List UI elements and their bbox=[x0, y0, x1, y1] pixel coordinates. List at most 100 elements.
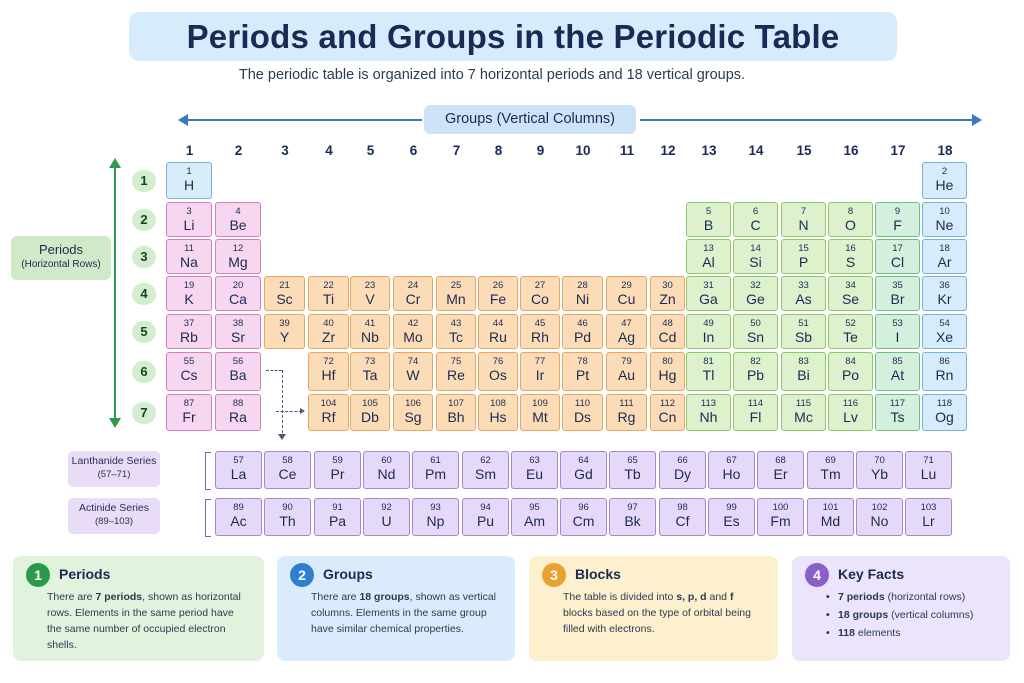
element-ra: 88 Ra bbox=[215, 394, 261, 431]
element-u: 92 U bbox=[363, 498, 410, 536]
element-cr: 24 Cr bbox=[393, 276, 433, 311]
list-item: 18 groups (vertical columns) bbox=[826, 607, 996, 623]
element-symbol: Se bbox=[841, 291, 860, 307]
element-symbol: Rn bbox=[935, 367, 954, 383]
element-rb: 37 Rb bbox=[166, 314, 212, 349]
element-symbol: Dy bbox=[673, 466, 692, 482]
atomic-number: 28 bbox=[577, 280, 588, 291]
element-la: 57 La bbox=[215, 451, 262, 489]
element-symbol: Ds bbox=[573, 409, 592, 425]
element-symbol: Pr bbox=[330, 466, 345, 482]
element-symbol: Ga bbox=[699, 291, 718, 307]
element-tl: 81 Tl bbox=[686, 352, 731, 391]
element-sc: 21 Sc bbox=[264, 276, 305, 311]
element-symbol: Cn bbox=[658, 409, 677, 425]
element-symbol: Ne bbox=[935, 217, 954, 233]
element-symbol: Hg bbox=[658, 367, 677, 383]
element-bi: 83 Bi bbox=[781, 352, 826, 391]
element-cn: 112 Cn bbox=[650, 394, 685, 431]
group-number: 17 bbox=[890, 143, 906, 158]
element-symbol: Mt bbox=[532, 409, 548, 425]
atomic-number: 94 bbox=[480, 502, 491, 513]
element-symbol: Sb bbox=[794, 329, 813, 345]
element-pb: 82 Pb bbox=[733, 352, 778, 391]
element-bk: 97 Bk bbox=[609, 498, 656, 536]
atomic-number: 61 bbox=[430, 455, 441, 466]
element-symbol: Ba bbox=[229, 367, 247, 383]
atomic-number: 27 bbox=[534, 280, 546, 291]
element-ge: 32 Ge bbox=[733, 276, 778, 311]
element-md: 101 Md bbox=[807, 498, 854, 536]
period-number: 7 bbox=[132, 402, 156, 424]
left-arrow-line bbox=[186, 119, 422, 121]
element-symbol: Sn bbox=[746, 329, 765, 345]
element-p: 15 P bbox=[781, 239, 826, 274]
series-bracket bbox=[205, 499, 211, 537]
element-symbol: Te bbox=[843, 329, 858, 345]
element-symbol: H bbox=[183, 177, 195, 193]
atomic-number: 96 bbox=[578, 502, 589, 513]
atomic-number: 71 bbox=[923, 455, 934, 466]
atomic-number: 101 bbox=[822, 502, 839, 513]
atomic-number: 83 bbox=[798, 356, 809, 367]
atomic-number: 59 bbox=[332, 455, 343, 466]
card-text: 118 bbox=[838, 627, 855, 639]
atomic-number: 92 bbox=[381, 502, 392, 513]
element-k: 19 K bbox=[166, 276, 212, 311]
element-eu: 63 Eu bbox=[511, 451, 558, 489]
atomic-number: 58 bbox=[282, 455, 293, 466]
atomic-number: 62 bbox=[480, 455, 491, 466]
atomic-number: 7 bbox=[800, 206, 807, 217]
card-number-badge: 3 bbox=[542, 563, 566, 587]
element-symbol: F bbox=[893, 217, 902, 233]
element-sm: 62 Sm bbox=[462, 451, 509, 489]
atomic-number: 78 bbox=[577, 356, 588, 367]
element-li: 3 Li bbox=[166, 202, 212, 237]
atomic-number: 24 bbox=[407, 280, 419, 291]
atomic-number: 76 bbox=[492, 356, 504, 367]
card-text: There are bbox=[47, 591, 96, 603]
atomic-number: 33 bbox=[798, 280, 809, 291]
atomic-number: 107 bbox=[448, 398, 464, 409]
element-symbol: Mo bbox=[403, 329, 423, 345]
card-text: , shown as vertical columns. Elements in… bbox=[311, 591, 497, 635]
element-ds: 110 Ds bbox=[562, 394, 603, 431]
element-symbol: O bbox=[845, 217, 856, 233]
period-number: 2 bbox=[132, 209, 156, 231]
card-number-badge: 2 bbox=[290, 563, 314, 587]
element-as: 33 As bbox=[781, 276, 826, 311]
group-number: 2 bbox=[234, 143, 243, 158]
element-symbol: B bbox=[703, 217, 714, 233]
element-no: 102 No bbox=[856, 498, 903, 536]
atomic-number: 69 bbox=[825, 455, 836, 466]
card-text: 18 groups bbox=[359, 591, 410, 603]
element-i: 53 I bbox=[875, 314, 920, 349]
element-te: 52 Te bbox=[828, 314, 873, 349]
element-be: 4 Be bbox=[215, 202, 261, 237]
period-number: 1 bbox=[132, 170, 156, 192]
element-symbol: Ho bbox=[722, 466, 741, 482]
group-number: 6 bbox=[409, 143, 418, 158]
element-symbol: Th bbox=[279, 513, 296, 529]
element-symbol: Ni bbox=[575, 291, 590, 307]
left-arrow-icon bbox=[178, 114, 188, 126]
element-symbol: La bbox=[230, 466, 247, 482]
atomic-number: 4 bbox=[235, 206, 241, 217]
element-symbol: Gd bbox=[574, 466, 593, 482]
element-mt: 109 Mt bbox=[520, 394, 560, 431]
atomic-number: 10 bbox=[939, 206, 950, 217]
element-nh: 113 Nh bbox=[686, 394, 731, 431]
element-symbol: Nd bbox=[377, 466, 396, 482]
card-body: The table is divided into s, p, d and f … bbox=[563, 589, 764, 637]
atomic-number: 15 bbox=[798, 243, 809, 254]
element-symbol: Ac bbox=[230, 513, 247, 529]
group-number: 11 bbox=[619, 143, 635, 158]
element-pu: 94 Pu bbox=[462, 498, 509, 536]
atomic-number: 17 bbox=[892, 243, 903, 254]
periods-arrow-line bbox=[114, 168, 116, 418]
element-au: 79 Au bbox=[606, 352, 647, 391]
element-symbol: Hf bbox=[321, 367, 336, 383]
element-symbol: Ra bbox=[229, 409, 247, 425]
